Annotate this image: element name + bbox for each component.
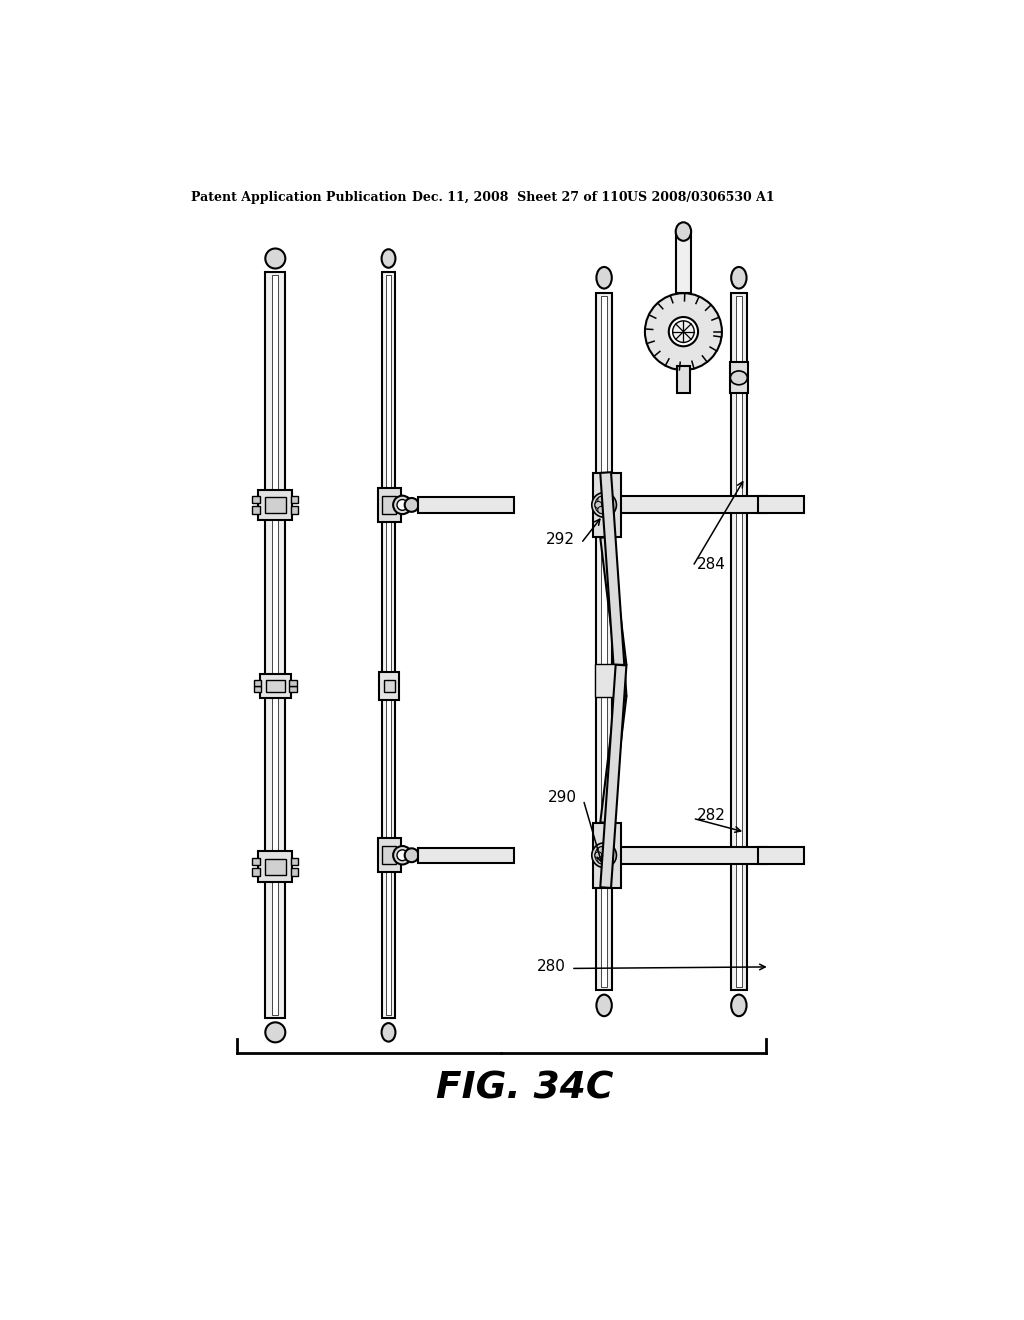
Text: US 2008/0306530 A1: US 2008/0306530 A1 — [628, 191, 775, 203]
Bar — [601, 296, 607, 987]
Bar — [418, 498, 514, 512]
Bar — [378, 488, 400, 521]
Circle shape — [598, 496, 605, 503]
Bar — [266, 680, 285, 692]
Ellipse shape — [645, 293, 722, 370]
Ellipse shape — [731, 267, 746, 289]
Bar — [378, 838, 400, 873]
Circle shape — [598, 507, 605, 513]
Circle shape — [595, 851, 602, 859]
Circle shape — [598, 847, 605, 854]
Bar — [736, 296, 742, 987]
Bar — [291, 869, 298, 876]
Bar — [254, 680, 261, 686]
Polygon shape — [600, 665, 627, 888]
Bar — [272, 276, 279, 1015]
Bar — [258, 851, 292, 882]
Bar — [384, 680, 394, 692]
Ellipse shape — [596, 995, 611, 1016]
Ellipse shape — [673, 321, 694, 342]
Ellipse shape — [393, 496, 412, 515]
Ellipse shape — [265, 1022, 286, 1043]
Text: 280: 280 — [537, 960, 565, 974]
Ellipse shape — [595, 846, 613, 865]
Text: 282: 282 — [696, 808, 725, 824]
Bar — [595, 664, 625, 697]
Bar — [291, 496, 298, 503]
Ellipse shape — [393, 846, 412, 865]
Bar — [260, 673, 291, 698]
Bar — [252, 869, 260, 876]
Circle shape — [598, 857, 605, 863]
Bar — [291, 858, 298, 866]
Bar — [258, 490, 292, 520]
Circle shape — [603, 507, 610, 513]
Circle shape — [606, 502, 613, 508]
Bar — [264, 859, 286, 875]
Bar — [758, 847, 804, 863]
Ellipse shape — [602, 503, 605, 507]
Ellipse shape — [397, 850, 408, 861]
Text: Patent Application Publication: Patent Application Publication — [190, 191, 407, 203]
Ellipse shape — [265, 248, 286, 268]
Bar — [382, 272, 395, 1019]
Circle shape — [603, 847, 610, 854]
Bar — [604, 847, 766, 863]
Bar — [386, 276, 391, 1015]
Ellipse shape — [669, 317, 698, 346]
Ellipse shape — [404, 498, 419, 512]
Text: 284: 284 — [696, 557, 725, 572]
Bar — [252, 496, 260, 503]
Bar — [254, 686, 261, 692]
Circle shape — [603, 496, 610, 503]
Polygon shape — [600, 473, 627, 696]
Ellipse shape — [596, 267, 611, 289]
Polygon shape — [600, 537, 627, 665]
Bar — [730, 363, 749, 393]
Polygon shape — [600, 696, 627, 824]
Bar — [252, 507, 260, 515]
Ellipse shape — [595, 496, 613, 515]
Ellipse shape — [730, 371, 748, 385]
Ellipse shape — [592, 843, 616, 867]
Bar — [379, 672, 399, 700]
Ellipse shape — [602, 854, 605, 857]
Bar — [604, 496, 766, 513]
Ellipse shape — [404, 849, 419, 862]
Bar — [676, 231, 691, 293]
Bar — [264, 498, 286, 512]
Ellipse shape — [731, 995, 746, 1016]
Bar — [382, 846, 396, 865]
Text: Dec. 11, 2008  Sheet 27 of 110: Dec. 11, 2008 Sheet 27 of 110 — [412, 191, 628, 203]
Text: 292: 292 — [546, 532, 574, 546]
Bar — [289, 680, 297, 686]
Bar — [265, 272, 286, 1019]
Ellipse shape — [382, 249, 395, 268]
Bar — [596, 293, 611, 990]
Circle shape — [603, 857, 610, 863]
Bar — [418, 847, 514, 863]
Bar — [289, 686, 297, 692]
Bar — [731, 293, 746, 990]
Circle shape — [595, 502, 602, 508]
Bar — [593, 822, 621, 887]
Ellipse shape — [676, 222, 691, 240]
Bar — [291, 507, 298, 515]
Text: FIG. 34C: FIG. 34C — [436, 1071, 613, 1106]
Bar — [252, 858, 260, 866]
Circle shape — [606, 851, 613, 859]
Bar — [593, 473, 621, 537]
Ellipse shape — [382, 1023, 395, 1041]
Bar — [758, 496, 804, 513]
Text: 290: 290 — [548, 789, 578, 805]
Bar — [382, 496, 396, 515]
Ellipse shape — [397, 499, 408, 511]
Bar — [677, 366, 689, 393]
Ellipse shape — [592, 492, 616, 517]
